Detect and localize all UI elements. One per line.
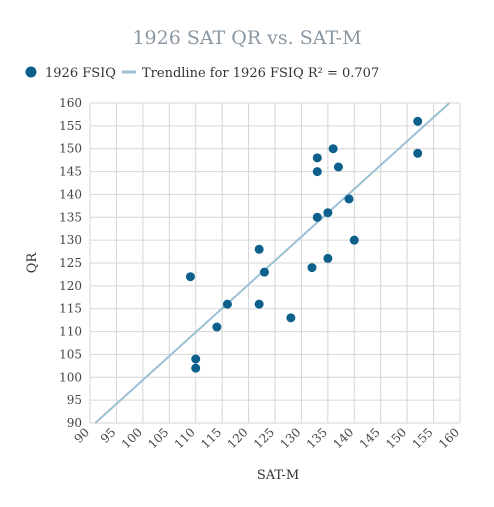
data-point — [312, 153, 322, 163]
x-tick-label: 95 — [98, 425, 119, 446]
x-tick-label: 100 — [119, 425, 145, 451]
x-tick-label: 105 — [145, 425, 171, 451]
trendline — [94, 102, 451, 424]
data-point — [254, 244, 264, 254]
y-axis-label: QR — [25, 252, 40, 274]
data-point — [191, 363, 201, 373]
y-tick-label: 160 — [59, 96, 82, 110]
data-point — [323, 208, 333, 218]
x-tick-label: 150 — [383, 425, 409, 451]
legend-marker-series — [25, 66, 37, 78]
trendline-layer — [94, 102, 451, 424]
chart-title: 1926 SAT QR vs. SAT-M — [132, 27, 361, 49]
legend-label-trendline: Trendline for 1926 FSIQ R² = 0.707 — [142, 66, 379, 81]
x-axis-label: SAT-M — [257, 468, 299, 483]
y-tick-label: 100 — [59, 370, 82, 384]
x-tick-label: 110 — [172, 425, 198, 451]
grid — [89, 102, 461, 424]
data-point — [212, 322, 222, 332]
x-tick-label: 160 — [436, 425, 462, 451]
data-point — [259, 267, 269, 277]
x-tick-label: 120 — [225, 425, 251, 451]
y-tick-labels: 90 95 100 105 110 115 120 125 130 135 140 145 150 155… — [59, 96, 82, 430]
x-tick-label: 155 — [410, 425, 436, 451]
data-point — [344, 194, 354, 204]
x-tick-label: 135 — [304, 425, 330, 451]
y-tick-label: 140 — [59, 187, 82, 201]
data-point — [191, 354, 201, 364]
y-tick-label: 125 — [59, 256, 82, 270]
x-tick-label: 115 — [198, 425, 224, 451]
x-tick-label: 140 — [330, 425, 356, 451]
data-point — [286, 313, 296, 323]
x-tick-label: 145 — [357, 425, 383, 451]
data-point — [254, 299, 264, 309]
y-tick-label: 155 — [59, 119, 82, 133]
x-tick-labels: 90 95 100 105 110 115 120 125 130 135 140 145 150 155… — [71, 425, 462, 451]
legend-label-series: 1926 FSIQ — [45, 66, 116, 81]
x-tick-label: 130 — [277, 425, 303, 451]
data-point — [312, 212, 322, 222]
data-point — [185, 272, 195, 282]
y-tick-label: 130 — [59, 233, 82, 247]
y-tick-label: 95 — [67, 393, 82, 407]
data-point — [413, 148, 423, 158]
y-tick-label: 145 — [59, 165, 82, 179]
data-point — [333, 162, 343, 172]
y-tick-label: 115 — [59, 302, 82, 316]
legend: 1926 FSIQ Trendline for 1926 FSIQ R² = 0… — [25, 66, 379, 81]
data-point — [312, 167, 322, 177]
y-tick-label: 120 — [59, 279, 82, 293]
data-point — [323, 253, 333, 263]
y-tick-label: 110 — [59, 325, 82, 339]
data-point — [328, 144, 338, 154]
data-point — [222, 299, 232, 309]
y-tick-label: 90 — [67, 416, 82, 430]
data-point — [349, 235, 359, 245]
y-tick-label: 150 — [59, 142, 82, 156]
y-tick-label: 105 — [59, 347, 82, 361]
y-tick-label: 135 — [59, 210, 82, 224]
data-points — [185, 116, 423, 373]
data-point — [307, 263, 317, 273]
data-point — [413, 116, 423, 126]
x-tick-label: 125 — [251, 425, 277, 451]
